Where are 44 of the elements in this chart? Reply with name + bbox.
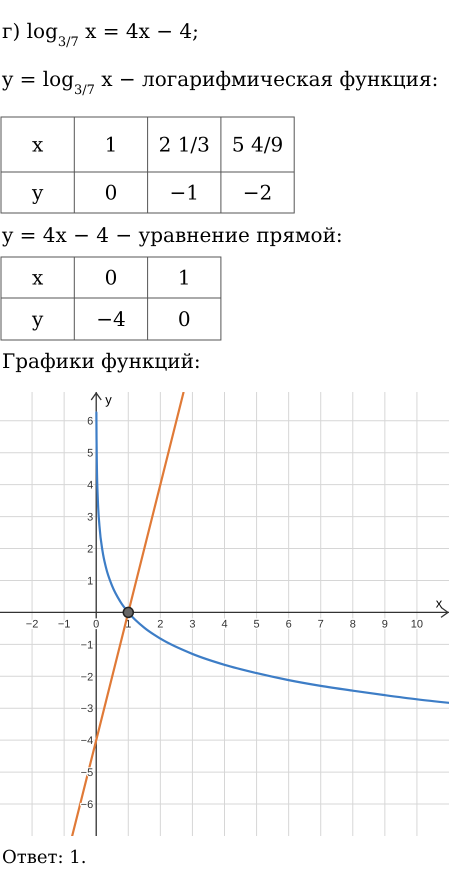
text: x <box>32 266 44 290</box>
text: y = log$_{3/7}$ x − логарифмическая функция: <box>1 67 438 98</box>
y-tick-label: −6 <box>80 799 94 812</box>
text: Ответ: 1. <box>2 847 86 868</box>
line-series <box>95 411 449 704</box>
x-tick-label: 8 <box>350 618 356 630</box>
text: 0 <box>104 266 118 290</box>
x-tick-label: 2 <box>157 618 164 630</box>
text: 0 <box>104 180 118 204</box>
x-tick-label: −2 <box>26 618 38 630</box>
y-tick-label: −4 <box>80 735 94 748</box>
y-tick-label: −2 <box>80 671 94 684</box>
x-tick-label: 9 <box>382 618 388 630</box>
y-tick-label: 6 <box>87 416 94 428</box>
x-tick-label: 4 <box>221 618 228 630</box>
x-tick-label: 3 <box>189 618 196 630</box>
y-tick-label: 4 <box>87 480 94 492</box>
x-tick-label: 6 <box>286 618 292 630</box>
text: x <box>32 132 44 156</box>
x-tick-label: 7 <box>318 618 324 630</box>
text: 0 <box>178 307 191 331</box>
y-tick-label: 5 <box>87 448 94 460</box>
text: Графики функций: <box>2 349 201 373</box>
y-tick-label: 1 <box>87 575 94 588</box>
y-tick-label: −1 <box>80 639 94 652</box>
x-tick-label: −1 <box>58 618 70 630</box>
y-tick-label: 3 <box>87 512 94 524</box>
text: −2 <box>242 180 272 204</box>
x-axis-title: x <box>436 595 443 610</box>
y-tick-label: −3 <box>80 703 94 716</box>
text: 1 <box>104 132 118 156</box>
text: 5 4/9 <box>232 132 284 156</box>
text: y <box>30 180 44 204</box>
y-axis-title: y <box>105 392 112 407</box>
x-tick-label: 10 <box>410 618 424 630</box>
x-tick-label: 5 <box>254 618 260 630</box>
text: −1 <box>170 180 199 204</box>
text: y <box>30 307 44 331</box>
chart-title: г) log$_{3/7}$ x = 4x − 4; <box>2 19 199 50</box>
text: 1 <box>178 266 191 290</box>
x-tick-label: 1 <box>125 618 132 630</box>
text: 2 1/3 <box>158 132 210 156</box>
y-tick-label: 2 <box>87 544 94 556</box>
text: y = 4x − 4 − уравнение прямой: <box>1 223 343 247</box>
